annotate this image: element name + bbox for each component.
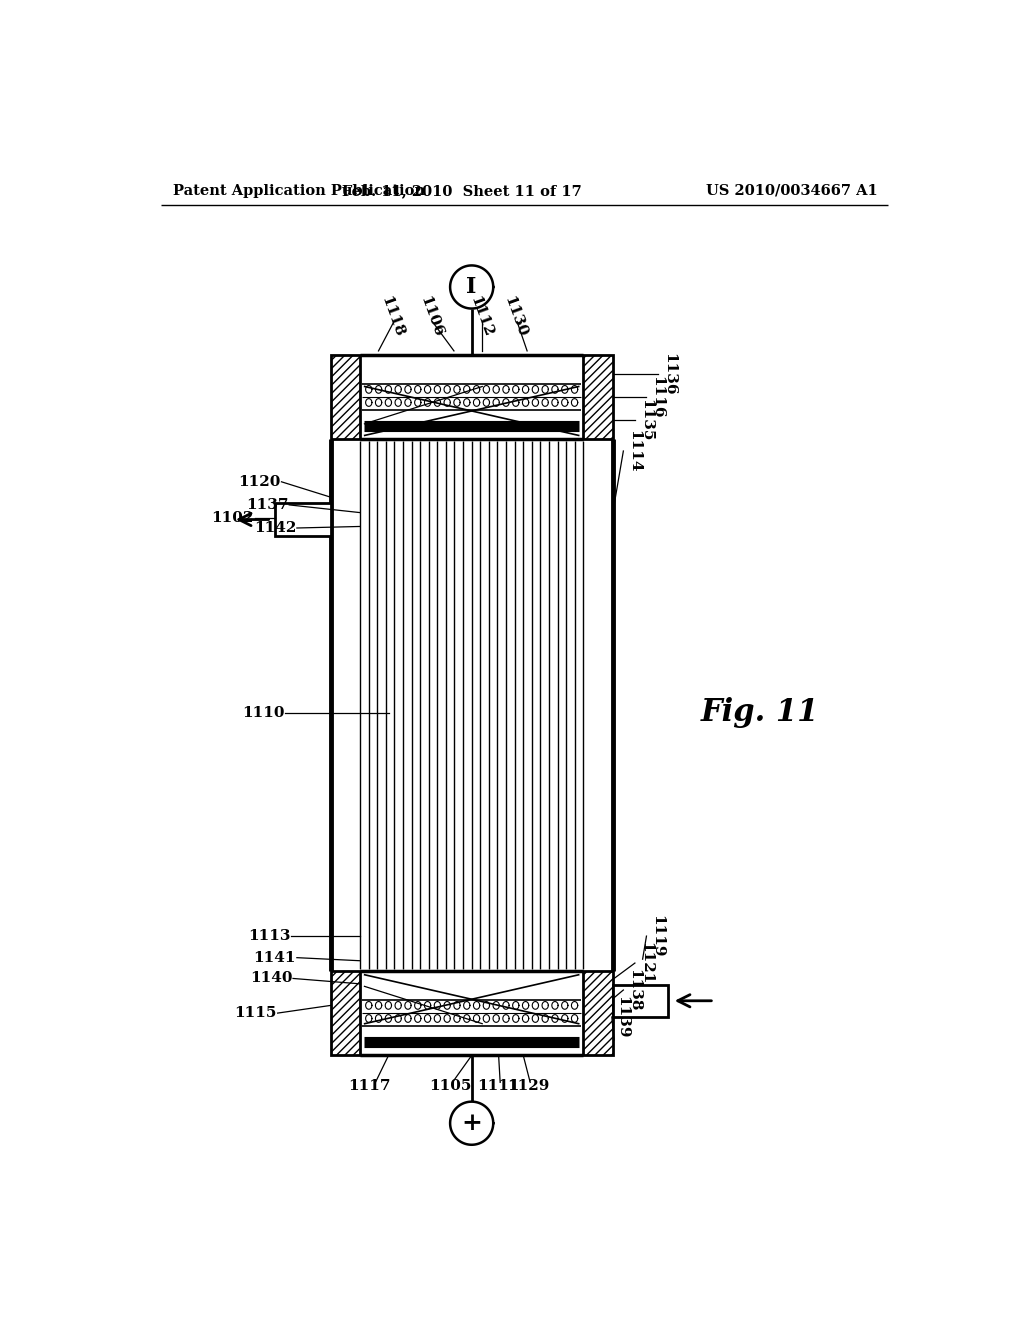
Text: 1113: 1113	[248, 929, 291, 942]
Polygon shape	[451, 1102, 494, 1144]
Text: 1120: 1120	[239, 475, 281, 488]
Text: Feb. 11, 2010  Sheet 11 of 17: Feb. 11, 2010 Sheet 11 of 17	[342, 183, 582, 198]
Bar	[360, 356, 584, 438]
Text: 1136: 1136	[662, 352, 676, 395]
Text: Fig. 11: Fig. 11	[700, 697, 819, 729]
Text: 1142: 1142	[254, 521, 296, 535]
Polygon shape	[451, 265, 494, 309]
Text: 1141: 1141	[254, 950, 296, 965]
Text: 1105: 1105	[429, 1080, 471, 1093]
Text: 1140: 1140	[250, 972, 292, 986]
Text: 1116: 1116	[650, 376, 665, 418]
Text: 1110: 1110	[242, 706, 285, 719]
Text: 1121: 1121	[639, 942, 652, 985]
Text: 1129: 1129	[507, 1080, 549, 1093]
Bar	[331, 355, 612, 440]
Bar	[612, 985, 668, 1016]
Text: Patent Application Publication: Patent Application Publication	[173, 183, 425, 198]
Text: 1106: 1106	[417, 294, 444, 339]
Text: 1111: 1111	[477, 1080, 520, 1093]
Text: 1118: 1118	[379, 294, 407, 339]
Text: 1102: 1102	[211, 511, 254, 525]
Text: 1137: 1137	[246, 498, 289, 512]
Text: +: +	[461, 1111, 482, 1135]
Text: 1139: 1139	[615, 995, 630, 1039]
Text: 1117: 1117	[348, 1080, 390, 1093]
Text: I: I	[467, 276, 477, 298]
Text: 1115: 1115	[234, 1006, 276, 1020]
Bar	[331, 970, 612, 1056]
Text: 1130: 1130	[502, 294, 529, 339]
Text: 1135: 1135	[639, 399, 652, 441]
Bar	[360, 973, 584, 1053]
Text: US 2010/0034667 A1: US 2010/0034667 A1	[706, 183, 878, 198]
Text: 1138: 1138	[628, 969, 641, 1011]
Bar	[275, 503, 331, 536]
Text: 1114: 1114	[628, 430, 641, 473]
Text: 1119: 1119	[650, 915, 665, 957]
Bar	[361, 440, 582, 970]
Text: 1112: 1112	[467, 294, 495, 338]
